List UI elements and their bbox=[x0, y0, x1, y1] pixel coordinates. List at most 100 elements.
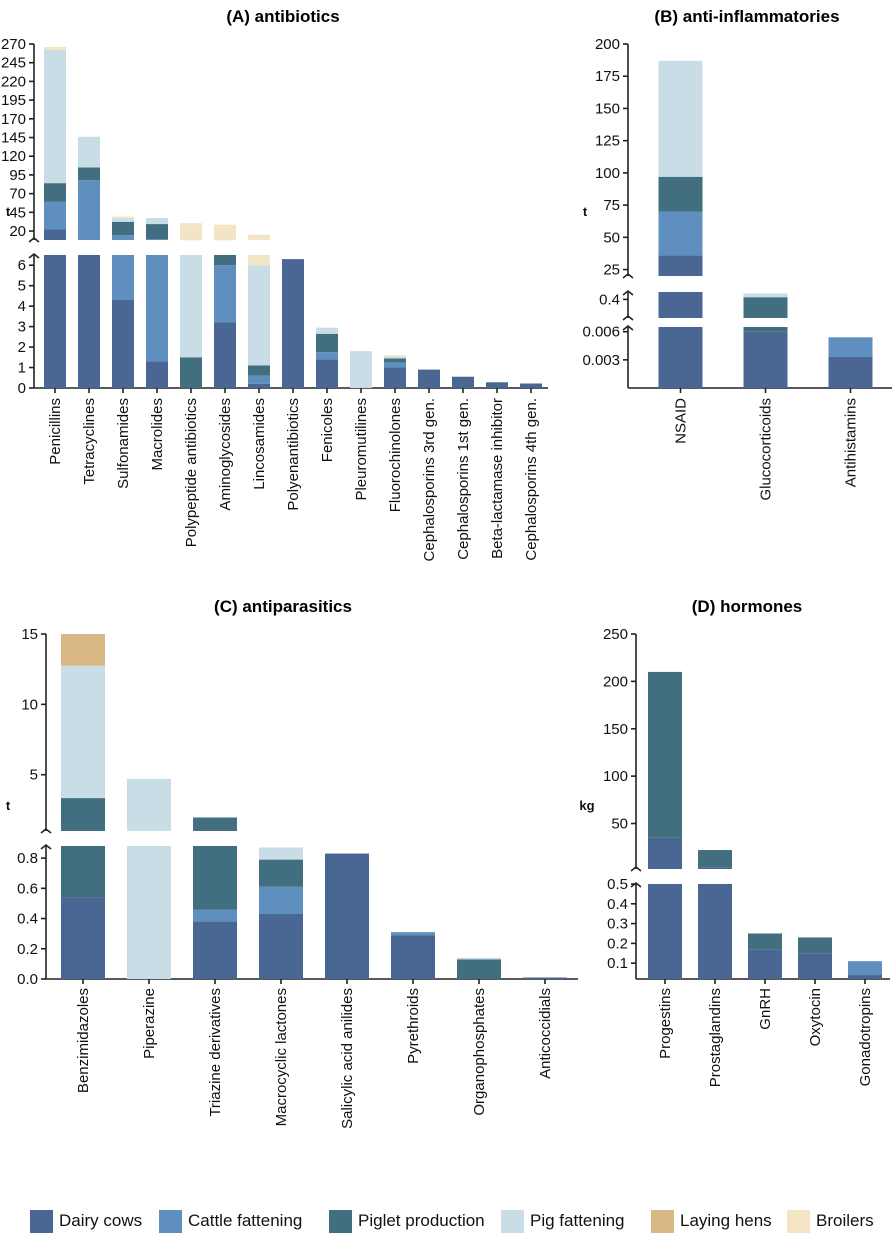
y-tick-label: 0.6 bbox=[17, 880, 38, 897]
bar-segment-benzimidazoles-piglet-production bbox=[61, 798, 105, 831]
category-label-fluorochinolones: Fluorochinolones bbox=[387, 398, 404, 512]
bar-segment-fenicoles-piglet-production bbox=[316, 333, 338, 353]
category-label-prostaglandins: Prostaglandins bbox=[707, 988, 724, 1087]
bar-segment-tetracyclines-cattle-fattening bbox=[78, 180, 100, 240]
panel-c-title: (C) antiparasitics bbox=[214, 597, 352, 616]
category-label-glucocorticoids: Glucocorticoids bbox=[758, 398, 775, 501]
panel-b-title: (B) anti-inflammatories bbox=[654, 7, 839, 26]
y-tick-label: 0 bbox=[18, 380, 26, 397]
bar-segment-prostaglandins-dairy-cows bbox=[698, 884, 732, 979]
bar-segment-aminoglycosides-broilers bbox=[214, 224, 236, 240]
panel-c-ylabel: t bbox=[6, 798, 11, 813]
y-tick-label: 0.4 bbox=[599, 291, 620, 308]
bar-segment-macrocyclic-lactones-pig-fattening bbox=[259, 847, 303, 860]
bar-segment-fluorochinolones-dairy-cows bbox=[384, 367, 406, 388]
category-label-fenicoles: Fenicoles bbox=[319, 398, 336, 462]
category-label-piperazine: Piperazine bbox=[141, 988, 158, 1059]
legend-item-broilers: Broilers bbox=[787, 1208, 874, 1234]
bar-segment-macrolides-pig-fattening bbox=[146, 218, 168, 225]
bar-segment-fluorochinolones-piglet-production bbox=[384, 358, 406, 363]
y-tick-label: 2 bbox=[18, 339, 26, 356]
bar-segment-glucocorticoids-dairy-cows bbox=[743, 331, 788, 388]
panel-c-chart: 5 10 15 0.0 0.2 0.4 0.6 0.8 Benzimidazoles Pipera… bbox=[17, 626, 578, 1129]
category-label-sulfonamides: Sulfonamides bbox=[115, 398, 132, 489]
bar-segment-fluorochinolones-pig-fattening bbox=[384, 356, 406, 359]
bar-segment-lincosamides-dairy-cows bbox=[248, 383, 270, 388]
bar-segment-nsaid-dairy-cows bbox=[658, 327, 703, 388]
axis-break-mark bbox=[622, 272, 634, 279]
bar-segment-aminoglycosides-dairy-cows bbox=[214, 322, 236, 388]
bar-segment-sulfonamides-cattle-fattening bbox=[112, 235, 134, 240]
y-tick-label: 170 bbox=[1, 111, 26, 128]
legend-label: Broilers bbox=[816, 1211, 874, 1230]
bar-segment-oxytocin-dairy-cows bbox=[798, 953, 832, 979]
legend-label: Dairy cows bbox=[59, 1211, 143, 1230]
category-label-tetracyclines: Tetracyclines bbox=[81, 398, 98, 485]
bar-segment-progestins-piglet-production bbox=[648, 671, 682, 838]
bar-segment-nsaid-pig-fattening bbox=[658, 60, 703, 177]
y-tick-label: 250 bbox=[603, 626, 628, 643]
bar-segment-benzimidazoles-dairy-cows bbox=[61, 897, 105, 979]
legend-item-laying-hens: Laying hens bbox=[651, 1208, 772, 1234]
legend: Dairy cows Cattle fattening Piglet produ… bbox=[30, 1208, 890, 1234]
bar-segment-gonadotropins-cattle-fattening bbox=[848, 961, 882, 976]
category-label-pyrethroids: Pyrethroids bbox=[405, 988, 422, 1064]
bar-segment-fenicoles-dairy-cows bbox=[316, 359, 338, 388]
panel-b-ylabel: t bbox=[583, 204, 588, 219]
bar-segment-macrolides-dairy-cows bbox=[146, 361, 168, 388]
bar-segment-anticoccidials-dairy-cows bbox=[523, 977, 567, 979]
y-tick-label: 0.8 bbox=[17, 850, 38, 867]
y-tick-label: 220 bbox=[1, 73, 26, 90]
bar-segment-penicillins-piglet-production bbox=[44, 183, 66, 202]
bar-segment-lincosamides-broilers bbox=[248, 234, 270, 240]
bar-segment-oxytocin-piglet-production bbox=[798, 937, 832, 954]
bar-segment-fenicoles-pig-fattening bbox=[316, 327, 338, 334]
y-tick-label: 0.5 bbox=[607, 876, 628, 893]
y-tick-label: 3 bbox=[18, 319, 26, 336]
legend-label: Laying hens bbox=[680, 1211, 772, 1230]
bar-segment-triazine-derivatives-dairy-cows bbox=[193, 921, 237, 979]
category-label-salicylic-acid-anilides: Salicylic acid anilides bbox=[339, 988, 356, 1129]
bar-segment-polypeptide-antibiotics-pig-fattening bbox=[180, 255, 202, 358]
category-label-beta-lactamase-inhibitor: Beta-lactamase inhibitor bbox=[489, 398, 506, 559]
bar-segment-nsaid-cattle-fattening bbox=[658, 211, 703, 256]
legend-swatch bbox=[787, 1209, 810, 1233]
legend-item-dairy-cows: Dairy cows bbox=[30, 1208, 142, 1234]
bar-segment-organophosphates-piglet-production bbox=[457, 959, 501, 979]
category-label-benzimidazoles: Benzimidazoles bbox=[75, 988, 92, 1093]
bar-segment-polypeptide-antibiotics-broilers bbox=[180, 223, 202, 240]
bar-segment-prostaglandins-dairy-cows bbox=[698, 867, 732, 869]
bar-segment-antihistamins-cattle-fattening bbox=[828, 337, 873, 358]
y-tick-label: 0.006 bbox=[582, 324, 620, 341]
y-tick-label: 10 bbox=[21, 696, 38, 713]
legend-label: Piglet production bbox=[358, 1211, 485, 1230]
y-tick-label: 0.4 bbox=[17, 911, 38, 928]
bar-segment-aminoglycosides-cattle-fattening bbox=[214, 265, 236, 323]
bar-segment-pleuromutilines-pig-fattening bbox=[350, 351, 372, 388]
y-tick-label: 150 bbox=[603, 721, 628, 738]
bar-segment-gonadotropins-dairy-cows bbox=[848, 975, 882, 979]
bar-segment-polyenantibiotics-dairy-cows bbox=[282, 259, 304, 388]
bar-segment-prostaglandins-piglet-production bbox=[698, 850, 732, 868]
bar-segment-macrocyclic-lactones-piglet-production bbox=[259, 859, 303, 887]
axis-break-mark bbox=[622, 314, 634, 321]
axis-break-mark bbox=[630, 881, 642, 888]
bar-segment-fluorochinolones-broilers bbox=[384, 355, 406, 357]
panel-d-chart: 50 100 150 200 250 0.1 0.2 0.3 0.4 0.5 Progestins P… bbox=[603, 626, 890, 1087]
category-label-polypeptide-antibiotics: Polypeptide antibiotics bbox=[183, 398, 200, 547]
legend-item-pig-fattening: Pig fattening bbox=[501, 1208, 625, 1234]
figure: (A) antibiotics (B) anti-inflammatories … bbox=[1, 7, 892, 1129]
y-tick-label: 0.2 bbox=[17, 941, 38, 958]
bar-segment-salicylic-acid-anilides-dairy-cows bbox=[325, 853, 369, 979]
bar-segment-polypeptide-antibiotics-pig-fattening bbox=[180, 239, 202, 241]
bar-segment-progestins-dairy-cows bbox=[648, 884, 682, 979]
y-tick-label: 5 bbox=[18, 278, 26, 295]
y-tick-label: 50 bbox=[611, 816, 628, 833]
bar-segment-lincosamides-piglet-production bbox=[248, 365, 270, 376]
bar-segment-lincosamides-pig-fattening bbox=[248, 265, 270, 366]
y-tick-label: 0.2 bbox=[607, 935, 628, 952]
category-label-macrocyclic-lactones: Macrocyclic lactones bbox=[273, 988, 290, 1126]
bar-segment-nsaid-piglet-production bbox=[658, 176, 703, 212]
bar-segment-piperazine-pig-fattening bbox=[127, 846, 171, 979]
y-tick-label: 0.3 bbox=[607, 916, 628, 933]
